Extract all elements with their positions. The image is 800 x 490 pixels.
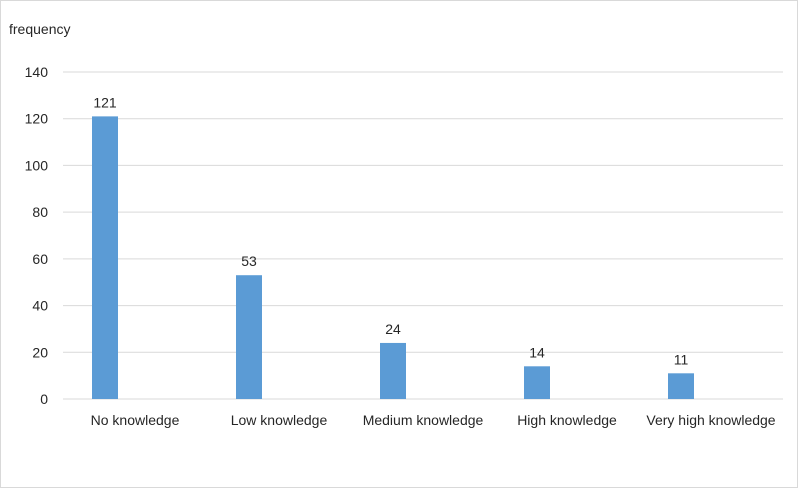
- category-label: Very high knowledge: [646, 412, 775, 428]
- y-tick-label: 140: [25, 64, 49, 80]
- bar: [236, 275, 262, 399]
- y-tick-label: 80: [32, 204, 48, 220]
- bar: [668, 373, 694, 399]
- bar: [380, 342, 406, 399]
- y-tick-label: 20: [32, 344, 48, 360]
- y-tick-label: 40: [32, 298, 48, 314]
- y-tick-label: 0: [40, 391, 48, 407]
- category-labels: No knowledge Low knowledge Medium knowledg…: [91, 412, 776, 428]
- category-label: Low knowledge: [231, 412, 328, 428]
- bar-value-label: 11: [674, 351, 689, 367]
- gridlines: [63, 71, 783, 400]
- y-tick-labels: 0 20 40 60 80 100 120 140: [25, 64, 49, 407]
- bar: [92, 116, 118, 399]
- bars: [92, 116, 694, 399]
- y-tick-label: 120: [25, 111, 49, 127]
- y-axis-label: frequency: [9, 21, 70, 37]
- category-label: Medium knowledge: [363, 412, 484, 428]
- bar-value-label: 24: [385, 321, 401, 337]
- data-labels: 121 53 24 14 11: [93, 94, 688, 367]
- category-label: High knowledge: [517, 412, 617, 428]
- bar-value-label: 53: [241, 253, 257, 269]
- bar: [524, 366, 550, 399]
- y-tick-label: 100: [25, 157, 49, 173]
- bar-value-label: 121: [93, 94, 117, 110]
- category-label: No knowledge: [91, 412, 180, 428]
- y-tick-label: 60: [32, 251, 48, 267]
- bar-value-label: 14: [529, 344, 545, 360]
